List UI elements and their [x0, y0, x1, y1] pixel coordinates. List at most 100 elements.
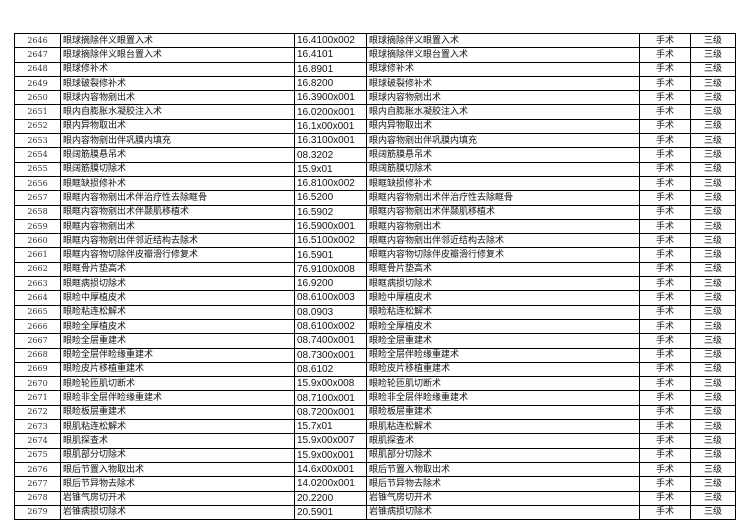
procedure-type: 手术	[639, 276, 691, 292]
procedure-name: 眼球修补术	[60, 61, 295, 77]
table-row: 2671 眼睑非全层伴睑缘重建术 08.7100x001 眼睑非全层伴睑缘重建术 手术三…	[14, 390, 736, 406]
procedure-type: 手术	[639, 504, 691, 521]
procedure-code: 16.3900x001	[294, 90, 367, 106]
procedure-name: 眼肌粘连松解术	[60, 419, 295, 435]
row-number: 2673	[14, 419, 61, 435]
table-row: 2649 眼球破裂修补术 16.8200 眼球破裂修补术 手术 三级	[14, 75, 736, 92]
procedure-type: 手术	[639, 218, 691, 235]
table-row: 2678 岩锥气房切开术 20.2200 岩锥气房切开术 手术 三级	[14, 490, 736, 506]
procedure-name-dup: 眼睑粘连松解术	[366, 304, 640, 320]
procedure-name-dup: 眼眶病损切除术	[366, 276, 640, 292]
procedure-type: 手术	[639, 290, 691, 306]
row-number: 2674	[14, 433, 61, 449]
procedure-name-dup: 眼球摘除伴义眼置入术	[366, 32, 640, 49]
row-number: 2651	[14, 104, 61, 120]
table-row: 2652 眼内异物取出术 16.1x00x001 眼内异物取出术 手术 三级	[14, 118, 736, 135]
row-number: 2679	[14, 504, 61, 521]
row-number: 2665	[14, 304, 61, 320]
procedure-name-dup: 眼阔筋膜悬吊术	[366, 147, 640, 163]
procedure-name: 眼阔筋膜悬吊术	[60, 147, 295, 163]
procedure-code: 14.6x00x001	[294, 461, 367, 478]
table-row: 2676 眼后节置入物取出术 14.6x00x001 眼后节置入物取出术 手术 三级	[14, 461, 736, 478]
procedure-name-dup: 眼睑板层重建术	[366, 404, 640, 421]
table-row: 2679 岩锥病损切除术 20.5901 岩锥病损切除术 手术 三级	[14, 504, 736, 521]
procedure-type: 手术	[639, 318, 691, 335]
procedure-table: 2646 眼球摘除伴义眼置入术 16.4100x002 眼球摘除伴义眼置入术 手术 三级 2…	[14, 32, 736, 521]
procedure-name: 眼睑粘连松解术	[60, 304, 295, 320]
procedure-name-dup: 眼肌探查术	[366, 433, 640, 449]
procedure-name-dup: 眼后节置入物取出术	[366, 461, 640, 478]
row-number: 2662	[14, 261, 61, 278]
table-row: 2667 眼睑全层重建术 08.7400x001 眼睑全层重建术 手术 三级	[14, 333, 736, 349]
row-number: 2670	[14, 376, 61, 392]
table-row: 2664 眼睑中厚植皮术 08.6100x003 眼睑中厚植皮术 手术 三级	[14, 290, 736, 306]
row-number: 2650	[14, 90, 61, 106]
procedure-level: 三级	[690, 347, 736, 363]
procedure-type: 手术	[639, 333, 691, 349]
procedure-level: 三级	[690, 433, 736, 449]
procedure-name: 眼球破裂修补术	[60, 75, 295, 92]
table-row: 2659 眼眶内容物剜出术 16.5900x001 眼眶内容物剜出术 手术 三级	[14, 218, 736, 235]
procedure-code: 16.5100x002	[294, 233, 367, 249]
table-row: 2648 眼球修补术 16.8901 眼球修补术 手术 三级	[14, 61, 736, 77]
procedure-code: 16.5200	[294, 190, 367, 206]
procedure-level: 三级	[690, 276, 736, 292]
procedure-code: 16.5900x001	[294, 218, 367, 235]
procedure-code: 08.6100x002	[294, 318, 367, 335]
procedure-code: 08.0903	[294, 304, 367, 320]
procedure-code: 08.7200x001	[294, 404, 367, 421]
table-row: 2672 眼睑板层重建术 08.7200x001 眼睑板层重建术 手术 三级	[14, 404, 736, 421]
procedure-name: 岩锥气房切开术	[60, 490, 295, 506]
procedure-level: 三级	[690, 61, 736, 77]
procedure-code: 15.7x01	[294, 419, 367, 435]
procedure-level: 三级	[690, 32, 736, 49]
procedure-type: 手术	[639, 476, 691, 492]
procedure-name: 眼阔筋膜切除术	[60, 161, 295, 177]
row-number: 2660	[14, 233, 61, 249]
procedure-level: 三级	[690, 161, 736, 177]
procedure-type: 手术	[639, 404, 691, 421]
procedure-name-dup: 眼眶内容物剜出伴邻近结构去除术	[366, 233, 640, 249]
procedure-name-dup: 眼肌部分切除术	[366, 447, 640, 463]
procedure-name: 眼眶缺损修补术	[60, 175, 295, 192]
procedure-name-dup: 眼眶缺损修补术	[366, 175, 640, 192]
procedure-code: 16.0200x001	[294, 104, 367, 120]
procedure-code: 08.6102	[294, 361, 367, 378]
row-number: 2659	[14, 218, 61, 235]
procedure-type: 手术	[639, 190, 691, 206]
procedure-name: 眼眶内容物切除伴皮瓣滑行修复术	[60, 247, 295, 263]
table-row: 2658 眼眶内容物剜出术伴颞肌移植术 16.5902 眼眶内容物剜出术伴颞肌移植术手…	[14, 204, 736, 220]
table-row: 2668 眼睑全层伴睑缘重建术 08.7300x001 眼睑全层伴睑缘重建术 手术 三级	[14, 347, 736, 363]
procedure-name-dup: 眼睑全层重建术	[366, 333, 640, 349]
row-number: 2669	[14, 361, 61, 378]
procedure-type: 手术	[639, 261, 691, 278]
procedure-name-dup: 眼球修补术	[366, 61, 640, 77]
procedure-type: 手术	[639, 61, 691, 77]
procedure-level: 三级	[690, 90, 736, 106]
procedure-code: 20.5901	[294, 504, 367, 521]
procedure-type: 手术	[639, 490, 691, 506]
procedure-code: 15.9x00x007	[294, 433, 367, 449]
procedure-code: 15.9x00x001	[294, 447, 367, 463]
row-number: 2654	[14, 147, 61, 163]
procedure-level: 三级	[690, 261, 736, 278]
table-row: 2662 眼眶骨片垫高术 76.9100x008 眼眶骨片垫高术 手术 三级	[14, 261, 736, 278]
procedure-code: 08.7400x001	[294, 333, 367, 349]
row-number: 2652	[14, 118, 61, 135]
procedure-name: 眼肌探查术	[60, 433, 295, 449]
table-row: 2675 眼肌部分切除术 15.9x00x001 眼肌部分切除术 手术 三级	[14, 447, 736, 463]
procedure-name-dup: 眼睑轮匝肌切断术	[366, 376, 640, 392]
procedure-name: 眼内容物剜出伴巩膜内填充	[60, 133, 295, 149]
table-row: 2669 眼睑皮片移植重建术 08.6102 眼睑皮片移植重建术 手术 三级	[14, 361, 736, 378]
procedure-level: 三级	[690, 390, 736, 406]
row-number: 2655	[14, 161, 61, 177]
procedure-name: 眼球内容物剜出术	[60, 90, 295, 106]
row-number: 2664	[14, 290, 61, 306]
table-row: 2660 眼眶内容物剜出伴邻近结构去除术 16.5100x002 眼眶内容物剜出伴邻近…	[14, 233, 736, 249]
procedure-code: 76.9100x008	[294, 261, 367, 278]
procedure-code: 16.4100x002	[294, 32, 367, 49]
procedure-name: 眼内异物取出术	[60, 118, 295, 135]
procedure-name-dup: 眼睑全厚植皮术	[366, 318, 640, 335]
procedure-code: 16.8901	[294, 61, 367, 77]
row-number: 2658	[14, 204, 61, 220]
